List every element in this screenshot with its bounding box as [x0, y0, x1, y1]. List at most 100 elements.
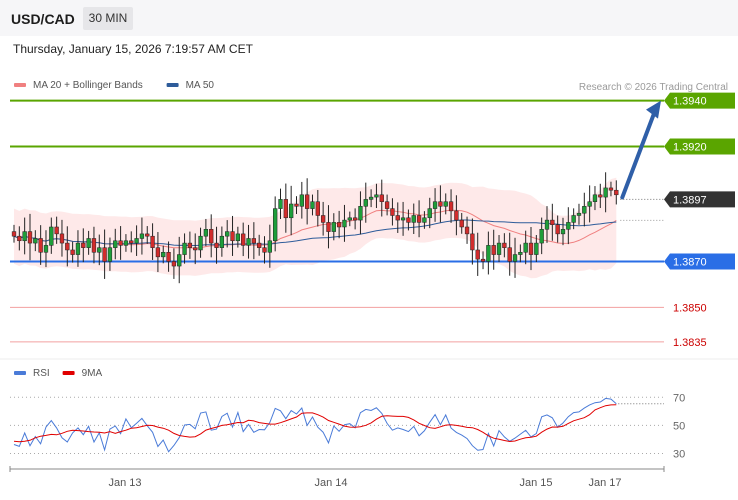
candle-body	[155, 247, 161, 258]
candle-body	[598, 194, 603, 198]
candle-body	[123, 240, 129, 246]
candle-body	[27, 231, 33, 244]
candle-body	[139, 233, 145, 239]
candle	[17, 226, 22, 251]
timeframe-badge[interactable]: 30 MIN	[83, 7, 133, 30]
target-arrow	[620, 100, 661, 200]
candle-body	[97, 247, 102, 253]
candle-body	[107, 247, 113, 262]
candle-body	[358, 206, 363, 221]
candle	[294, 196, 299, 214]
candle	[161, 245, 166, 264]
candle	[566, 207, 571, 245]
candle-body	[443, 201, 448, 207]
candle-body	[571, 215, 576, 223]
candle	[198, 227, 203, 258]
candle-body	[491, 245, 496, 255]
level-tag	[664, 253, 735, 270]
candle	[603, 172, 608, 213]
candle-body	[560, 229, 566, 235]
candle	[166, 241, 171, 272]
candle	[534, 235, 539, 263]
candle	[273, 196, 278, 252]
candle-body	[38, 238, 43, 253]
candle	[486, 231, 491, 275]
rsi-line	[13, 397, 617, 453]
candle	[395, 202, 400, 233]
candle-body	[75, 242, 81, 255]
candle	[81, 228, 86, 263]
candle	[550, 203, 555, 241]
candle	[209, 214, 214, 258]
candle	[241, 222, 246, 257]
candle-body	[592, 194, 598, 202]
candle	[390, 198, 395, 226]
candle	[91, 226, 97, 264]
candle	[27, 213, 33, 261]
candle	[22, 217, 27, 255]
candle	[102, 229, 107, 279]
candle	[582, 192, 587, 227]
candle	[257, 234, 262, 256]
candlesticks	[11, 172, 619, 284]
candle	[384, 194, 390, 216]
candle-body	[454, 210, 459, 221]
candle	[555, 215, 560, 243]
candle	[59, 219, 65, 257]
candle-body	[203, 229, 209, 237]
candle-body	[427, 208, 432, 219]
candle	[363, 182, 368, 223]
candle-body	[177, 254, 182, 267]
candle	[139, 217, 145, 255]
candle	[177, 236, 182, 284]
candle	[43, 230, 49, 268]
candle	[97, 234, 102, 266]
candle	[54, 216, 59, 244]
candle-body	[43, 245, 49, 253]
candle-body	[395, 215, 400, 221]
time-tick-label: Jan 13	[108, 477, 141, 489]
candle	[315, 189, 320, 227]
level-tag	[664, 138, 735, 155]
candle-body	[310, 201, 315, 209]
candle	[251, 222, 256, 260]
candle-body	[305, 194, 310, 209]
candle	[331, 213, 336, 241]
candle-body	[566, 222, 571, 230]
candle-body	[262, 247, 267, 253]
candle-body	[251, 238, 256, 244]
level-tag-label: 1.3870	[673, 256, 707, 268]
candle-body	[278, 199, 283, 209]
candle	[235, 226, 241, 248]
candle	[448, 189, 454, 223]
candle-body	[267, 240, 272, 253]
candle	[320, 201, 326, 236]
candle-body	[65, 242, 70, 251]
candle	[443, 193, 448, 215]
candle	[193, 233, 198, 265]
candle	[411, 203, 416, 234]
legend-swatch	[62, 371, 75, 375]
candle-body	[534, 242, 539, 255]
candle-body	[187, 242, 193, 248]
candle	[491, 229, 496, 270]
candle	[267, 224, 272, 268]
candle	[518, 244, 523, 263]
candle-body	[241, 233, 246, 246]
candle-body	[91, 238, 97, 253]
candle-body	[464, 226, 470, 235]
candle-body	[129, 240, 134, 244]
candle	[416, 200, 422, 238]
candle-body	[230, 231, 235, 242]
candle	[65, 226, 70, 267]
candle-body	[166, 252, 171, 262]
candle-body	[347, 217, 352, 221]
candle-body	[432, 201, 438, 209]
candle-body	[193, 247, 198, 251]
candle	[560, 217, 566, 246]
candle-body	[438, 201, 443, 207]
candle-body	[470, 233, 475, 251]
datetime-label: Thursday, January 15, 2026 7:19:57 AM CE…	[13, 42, 253, 56]
candle	[171, 248, 177, 279]
level-label: 1.3850	[673, 302, 707, 314]
